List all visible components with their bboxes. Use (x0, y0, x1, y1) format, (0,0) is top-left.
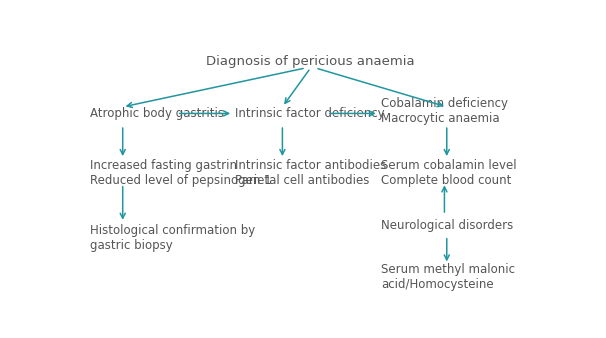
Text: Cobalamin deficiency
Macrocytic anaemia: Cobalamin deficiency Macrocytic anaemia (381, 97, 508, 125)
Text: Intrinsic factor deficiency: Intrinsic factor deficiency (235, 107, 385, 120)
Text: Histological confirmation by
gastric biopsy: Histological confirmation by gastric bio… (90, 224, 255, 252)
Text: Serum methyl malonic
acid/Homocysteine: Serum methyl malonic acid/Homocysteine (381, 263, 515, 291)
Text: Diagnosis of pericious anaemia: Diagnosis of pericious anaemia (206, 55, 415, 68)
Text: Intrinsic factor antibodies
Parietal cell antibodies: Intrinsic factor antibodies Parietal cel… (235, 159, 387, 187)
Text: Increased fasting gastrin
Reduced level of pepsinogen 1: Increased fasting gastrin Reduced level … (90, 159, 271, 187)
Text: Serum cobalamin level
Complete blood count: Serum cobalamin level Complete blood cou… (381, 159, 517, 187)
Text: Neurological disorders: Neurological disorders (381, 219, 513, 232)
Text: Atrophic body gastritis: Atrophic body gastritis (90, 107, 224, 120)
